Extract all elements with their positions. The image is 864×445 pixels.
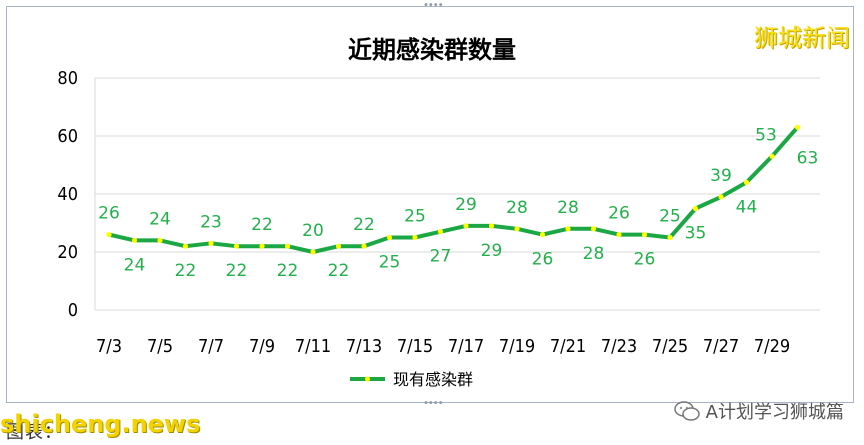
data-label: 35 (685, 224, 707, 244)
wechat-account-name: A计划学习狮城篇 (705, 402, 844, 423)
site-watermark: shicheng.news (0, 410, 201, 438)
data-label: 20 (302, 221, 324, 241)
data-point (743, 179, 750, 185)
x-tick-label: 7/17 (448, 336, 484, 357)
data-label: 22 (251, 215, 273, 235)
data-point (769, 153, 775, 159)
data-label: 53 (755, 125, 777, 145)
data-point (692, 205, 699, 212)
data-label: 28 (557, 198, 579, 218)
data-labels: 2624242223222222202222252527292928262828… (98, 125, 818, 281)
data-point (233, 243, 240, 249)
data-point (106, 232, 112, 238)
x-tick-label: 7/13 (346, 336, 382, 357)
data-label: 25 (659, 207, 681, 227)
x-tick-label: 7/27 (703, 336, 739, 357)
data-label: 26 (532, 250, 554, 270)
data-label: 29 (481, 241, 503, 261)
x-tick-label: 7/11 (295, 336, 331, 357)
y-tick-label: 0 (68, 300, 78, 321)
x-tick-label: 7/9 (249, 336, 275, 357)
data-point (667, 234, 673, 241)
data-point (514, 226, 520, 232)
data-point (310, 249, 316, 255)
wechat-account: A计划学习狮城篇 (673, 398, 844, 424)
y-tick-label: 60 (57, 126, 78, 147)
data-label: 26 (98, 204, 120, 224)
data-point (794, 124, 801, 130)
data-label: 22 (353, 215, 375, 235)
source-caption: 图表： (6, 422, 63, 443)
x-tick-label: 7/23 (601, 336, 637, 357)
data-point (284, 243, 291, 249)
resize-handle-top[interactable]: •••• (423, 0, 444, 11)
data-point (259, 243, 265, 249)
data-label: 23 (200, 212, 222, 232)
data-point (131, 237, 138, 243)
data-label: 22 (328, 261, 350, 281)
data-point (463, 223, 469, 229)
y-tick-label: 80 (57, 68, 78, 89)
data-label: 27 (430, 247, 452, 267)
resize-handle-bottom[interactable]: •••• (423, 398, 444, 409)
data-label: 26 (608, 204, 630, 224)
legend-marker-swatch (365, 376, 370, 382)
x-tick-label: 7/7 (198, 336, 224, 357)
data-label: 22 (226, 261, 248, 281)
data-point (539, 232, 546, 238)
data-point (335, 243, 342, 249)
data-point (616, 232, 622, 238)
data-point (488, 223, 495, 229)
data-label: 22 (175, 261, 197, 281)
data-point (208, 240, 214, 246)
data-point (641, 232, 648, 238)
data-label: 25 (404, 207, 426, 227)
data-label: 24 (149, 209, 171, 229)
x-tick-label: 7/15 (397, 336, 433, 357)
data-label: 28 (506, 198, 528, 218)
data-label: 26 (634, 250, 656, 270)
legend-label: 现有感染群 (393, 370, 473, 389)
x-tick-label: 7/5 (147, 336, 173, 357)
chart-title: 近期感染群数量 (348, 36, 516, 64)
gridlines (94, 77, 820, 311)
data-label: 63 (797, 148, 819, 168)
data-label: 22 (277, 261, 299, 281)
data-label: 24 (124, 255, 146, 275)
data-point (386, 234, 393, 241)
x-tick-label: 7/19 (499, 336, 535, 357)
y-tick-label: 20 (57, 242, 78, 263)
x-tick-label: 7/25 (652, 336, 688, 357)
data-label: 44 (736, 197, 758, 217)
series-line (108, 125, 800, 254)
data-label: 28 (583, 244, 605, 264)
data-label: 39 (710, 166, 732, 186)
y-axis-ticks: 0 20 40 60 80 (57, 68, 78, 321)
brand-logo: 狮城新闻 (754, 24, 850, 52)
data-point (590, 226, 597, 232)
data-point (565, 226, 571, 232)
data-point (157, 237, 163, 243)
chart-frame (6, 6, 854, 403)
data-point (437, 229, 444, 235)
data-point (361, 243, 367, 249)
wechat-icon (673, 401, 700, 421)
data-point (718, 194, 724, 200)
data-label: 25 (379, 253, 401, 273)
y-tick-label: 40 (57, 184, 78, 205)
series-layer (106, 124, 801, 255)
x-axis-ticks: 7/3 7/5 7/7 7/9 7/11 7/13 7/15 7/17 7/19 7/21 7/23… (96, 336, 790, 357)
data-label: 29 (455, 195, 477, 215)
data-point (412, 234, 418, 241)
x-tick-label: 7/3 (96, 336, 122, 357)
x-tick-label: 7/29 (754, 336, 790, 357)
legend: 现有感染群 (350, 370, 473, 389)
data-point (182, 243, 189, 249)
x-tick-label: 7/21 (550, 336, 586, 357)
